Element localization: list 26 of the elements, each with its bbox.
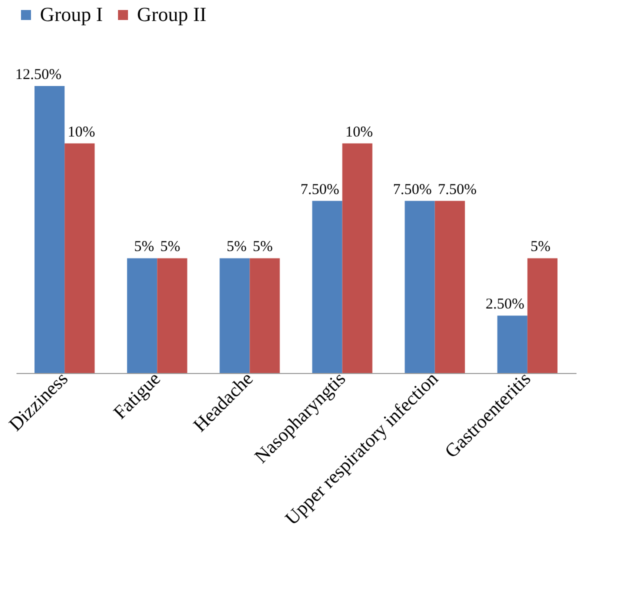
bar (34, 86, 65, 373)
data-label: 5% (226, 239, 247, 256)
data-label: 12.50% (15, 67, 62, 84)
data-label: 5% (134, 239, 154, 256)
data-label: 2.50% (486, 296, 524, 313)
bar (527, 258, 558, 373)
bar (342, 143, 372, 373)
bar (127, 258, 158, 373)
bar (404, 200, 435, 373)
data-label: 5% (252, 239, 273, 256)
bar (64, 143, 95, 373)
bar (497, 316, 528, 373)
legend-label: Group I (40, 4, 103, 26)
data-label: 5% (160, 239, 180, 256)
data-label: 7.50% (438, 182, 477, 198)
bar (312, 200, 342, 373)
data-label: 7.50% (393, 182, 432, 198)
bar (220, 258, 250, 373)
data-label: 7.50% (300, 182, 340, 198)
bar (250, 258, 280, 373)
data-label: 5% (530, 239, 550, 256)
data-label: 10% (68, 124, 96, 140)
bar (157, 258, 188, 373)
data-label: 10% (345, 124, 373, 140)
legend-label: Group II (137, 4, 206, 26)
bar (434, 200, 465, 373)
